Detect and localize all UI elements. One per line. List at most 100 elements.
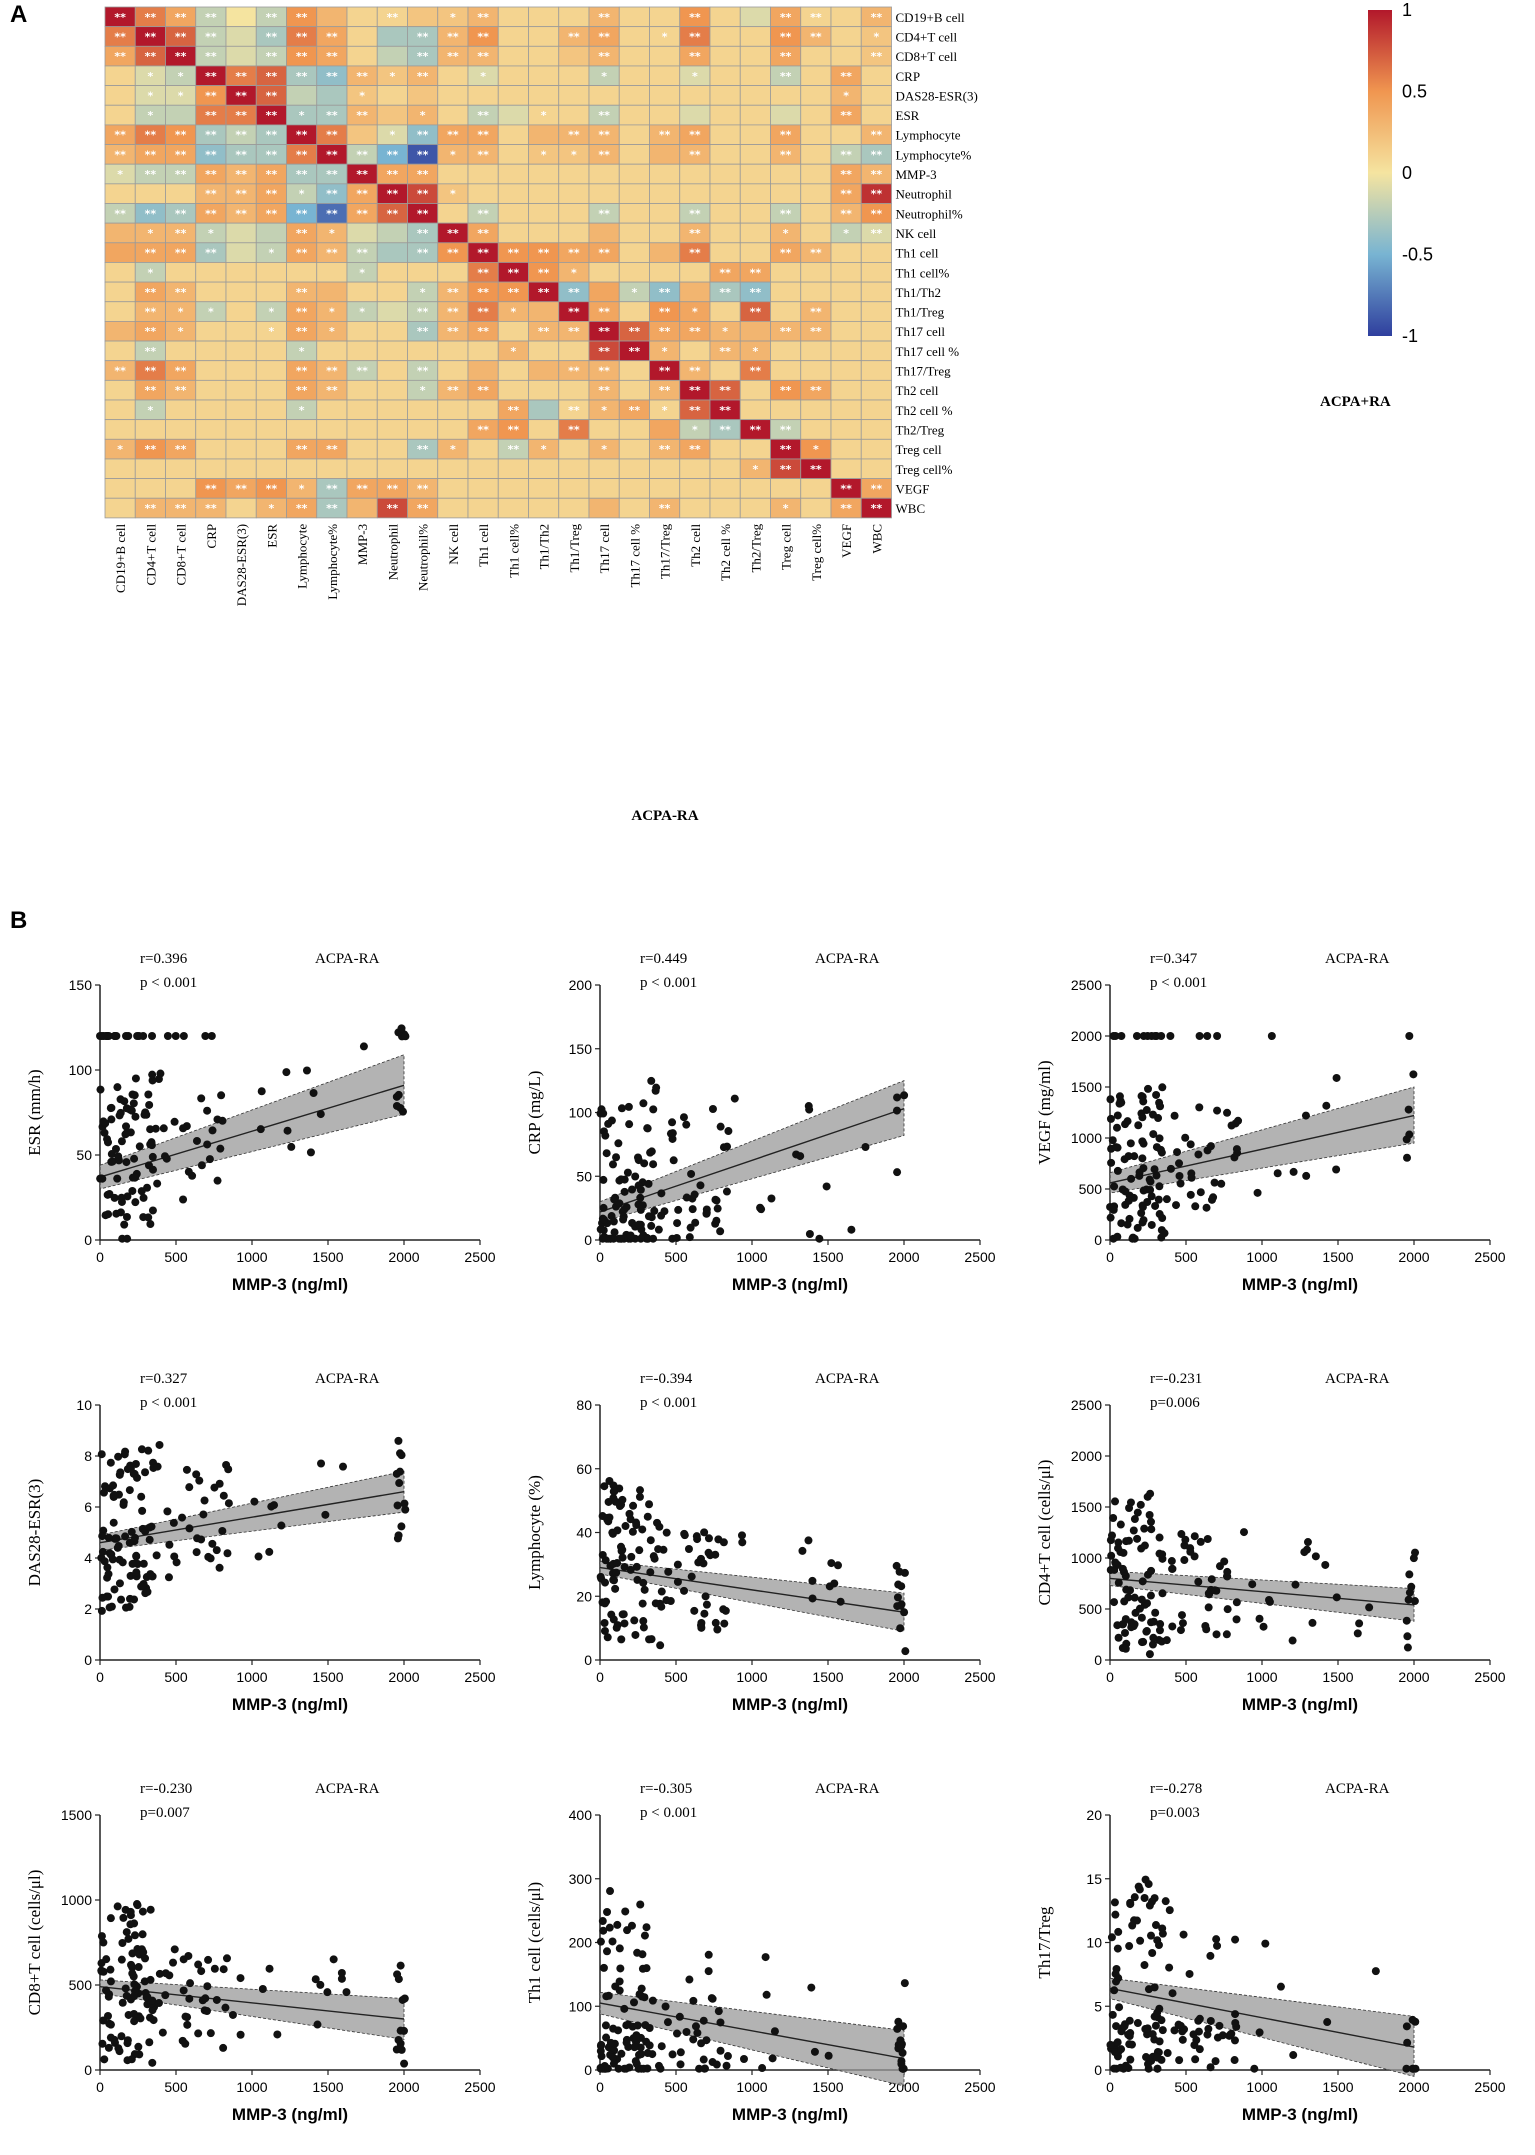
data-point xyxy=(609,2059,618,2068)
heatmap-cell xyxy=(437,65,469,86)
heatmap-cell xyxy=(830,419,862,440)
significance-mark: ** xyxy=(447,247,459,260)
data-point xyxy=(810,2047,819,2056)
x-axis-label: MMP-3 (ng/ml) xyxy=(1242,1275,1358,1294)
significance-mark: ** xyxy=(598,365,610,378)
data-point xyxy=(1120,1628,1129,1637)
significance-mark: ** xyxy=(719,384,731,397)
colorbar-tick-label: 0.5 xyxy=(1402,82,1427,102)
data-point xyxy=(1186,1547,1195,1556)
data-point xyxy=(1146,1591,1155,1600)
data-point xyxy=(1231,2010,1240,2019)
significance-mark: * xyxy=(662,345,668,358)
data-point xyxy=(639,1099,648,1108)
heatmap-cell xyxy=(255,262,287,283)
data-point xyxy=(120,1097,129,1106)
data-point xyxy=(1154,1195,1163,1204)
y-tick-label: 1000 xyxy=(61,1892,92,1908)
significance-mark: ** xyxy=(387,482,399,495)
data-point xyxy=(145,1535,154,1544)
data-point xyxy=(1145,1175,1154,1184)
heatmap-cell xyxy=(830,26,862,47)
heatmap-cell xyxy=(407,419,439,440)
data-point xyxy=(815,1234,824,1243)
row-label: CD19+B cell xyxy=(896,10,965,25)
group-label-acpa-neg: ACPA-RA xyxy=(631,808,698,824)
heatmap-cell xyxy=(437,399,469,421)
y-tick-label: 6 xyxy=(84,1499,92,1515)
significance-mark: ** xyxy=(417,502,429,515)
data-point xyxy=(1158,1929,1167,1938)
data-point xyxy=(154,1999,163,2008)
data-point xyxy=(1133,1223,1142,1232)
data-point xyxy=(1138,1577,1147,1586)
heatmap-cell xyxy=(830,438,862,460)
data-point xyxy=(135,1142,144,1151)
data-point xyxy=(127,1527,136,1536)
heatmap-cell xyxy=(437,203,469,224)
data-point xyxy=(1166,1164,1175,1173)
data-point xyxy=(1180,1556,1189,1565)
data-point xyxy=(1146,1517,1155,1526)
heatmap-cell xyxy=(709,360,741,381)
data-point xyxy=(148,1996,157,2005)
data-point xyxy=(256,1125,265,1134)
data-point xyxy=(122,1991,131,2000)
data-point xyxy=(601,2021,610,2030)
significance-mark: ** xyxy=(114,148,126,161)
data-point xyxy=(146,1975,155,1984)
data-point xyxy=(1202,1625,1211,1634)
x-tick-label: 1500 xyxy=(812,1669,843,1685)
significance-mark: ** xyxy=(356,70,368,83)
heatmap-cell xyxy=(497,6,529,28)
data-point xyxy=(897,2060,906,2069)
heatmap-cell xyxy=(225,497,257,519)
data-point xyxy=(117,1193,126,1202)
column-label: Treg cell% xyxy=(809,524,824,581)
significance-mark: ** xyxy=(387,188,399,201)
data-point xyxy=(673,1560,682,1569)
data-point xyxy=(1138,1201,1147,1210)
x-tick-label: 500 xyxy=(164,1249,188,1265)
significance-mark: ** xyxy=(145,345,157,358)
data-point xyxy=(213,1115,222,1124)
significance-mark: ** xyxy=(205,11,217,24)
significance-mark: ** xyxy=(508,286,520,299)
heatmap-cell xyxy=(104,242,136,263)
significance-mark: ** xyxy=(508,443,520,456)
data-point xyxy=(619,1610,628,1619)
data-point xyxy=(1223,1108,1232,1117)
row-label: Th1/Th2 xyxy=(896,285,942,300)
data-point xyxy=(138,1506,147,1515)
heatmap-cell xyxy=(800,399,832,421)
data-point xyxy=(1118,1564,1127,1573)
data-point xyxy=(699,2055,708,2064)
significance-mark: ** xyxy=(659,443,671,456)
heatmap-cell xyxy=(558,203,590,224)
data-point xyxy=(1213,1106,1222,1115)
data-point xyxy=(716,1122,725,1131)
regression-line xyxy=(1109,1987,1415,2048)
data-point xyxy=(1213,1941,1222,1950)
data-point xyxy=(1165,1963,1174,1972)
data-point xyxy=(901,1647,910,1656)
significance-mark: ** xyxy=(145,50,157,63)
heatmap-cell xyxy=(195,419,227,440)
row-label: Th17/Treg xyxy=(896,364,952,379)
data-point xyxy=(1125,2040,1134,2049)
data-point xyxy=(104,1992,113,2001)
data-point xyxy=(131,1074,140,1083)
significance-mark: ** xyxy=(266,30,278,43)
data-point xyxy=(126,1920,135,1929)
data-point xyxy=(1155,2037,1164,2046)
data-point xyxy=(1120,2022,1129,2031)
data-point xyxy=(623,1168,632,1177)
y-axis-label: Th17/Treg xyxy=(1035,1906,1054,1979)
significance-mark: * xyxy=(299,404,305,417)
data-point xyxy=(97,1450,106,1459)
data-point xyxy=(155,1969,164,1978)
data-point xyxy=(178,1513,187,1522)
data-point xyxy=(673,2029,682,2038)
data-point xyxy=(1404,1105,1413,1114)
data-point xyxy=(1195,2045,1204,2054)
